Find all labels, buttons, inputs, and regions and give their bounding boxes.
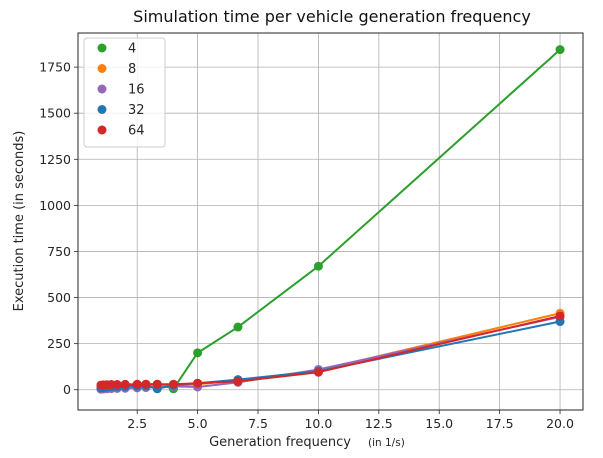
data-point (120, 379, 130, 389)
y-tick-label: 500 (47, 290, 71, 305)
y-tick-label: 1500 (39, 106, 71, 121)
series-line (100, 315, 561, 387)
data-point (132, 379, 142, 389)
y-tick-label: 0 (63, 382, 71, 397)
x-tick-label: 12.5 (365, 416, 393, 431)
legend: 4 8 16 32 64 (83, 37, 166, 148)
series-4 (96, 45, 565, 394)
legend-marker (97, 84, 107, 94)
y-tick-label: 750 (47, 244, 71, 259)
y-tick-label: 1750 (39, 60, 71, 75)
data-point (152, 379, 162, 389)
data-point (193, 378, 203, 388)
y-tick-label: 1250 (39, 152, 71, 167)
x-axis-unit: (in 1/s) (368, 437, 405, 449)
series-16 (96, 312, 565, 394)
legend-marker (97, 64, 107, 73)
data-point (141, 379, 151, 389)
data-point (555, 45, 565, 55)
data-point (193, 348, 203, 358)
ticks: 2.5 5.0 7.5 10.0 12.5 15.0 17.5 20.0 0 250 500 750 1… (39, 60, 574, 431)
legend-box (83, 37, 166, 148)
data-point (313, 367, 323, 377)
series-64 (96, 311, 565, 390)
legend-label: 4 (128, 42, 136, 57)
legend-marker (97, 43, 107, 53)
series-line (100, 315, 561, 391)
x-axis-label: Generation frequency (209, 435, 351, 450)
y-tick-label: 1000 (39, 198, 71, 213)
data-point (233, 376, 243, 386)
chart-title: Simulation time per vehicle generation f… (133, 7, 531, 26)
data-point (233, 322, 243, 332)
legend-label: 8 (128, 62, 136, 77)
legend-label: 64 (128, 124, 145, 139)
plot-frame (77, 32, 584, 411)
series-line (100, 48, 561, 390)
grid (78, 33, 583, 410)
data-point (313, 261, 323, 271)
legend-label: 16 (128, 83, 145, 98)
series-8 (96, 308, 565, 393)
data-point (555, 311, 565, 321)
x-tick-label: 17.5 (486, 416, 514, 431)
legend-marker (97, 125, 107, 135)
y-axis-label: Execution time (in seconds) (12, 131, 27, 312)
series-layer (96, 45, 565, 394)
y-tick-label: 250 (47, 336, 71, 351)
data-point (112, 380, 122, 390)
x-tick-label: 10.0 (304, 416, 332, 431)
data-point (168, 379, 178, 389)
x-tick-label: 20.0 (546, 416, 574, 431)
legend-marker (97, 105, 107, 114)
series-line (100, 312, 561, 390)
x-tick-label: 5.0 (188, 416, 208, 431)
x-tick-label: 2.5 (127, 416, 147, 431)
legend-label: 32 (128, 103, 145, 118)
x-tick-label: 7.5 (248, 416, 268, 431)
x-tick-label: 15.0 (425, 416, 453, 431)
